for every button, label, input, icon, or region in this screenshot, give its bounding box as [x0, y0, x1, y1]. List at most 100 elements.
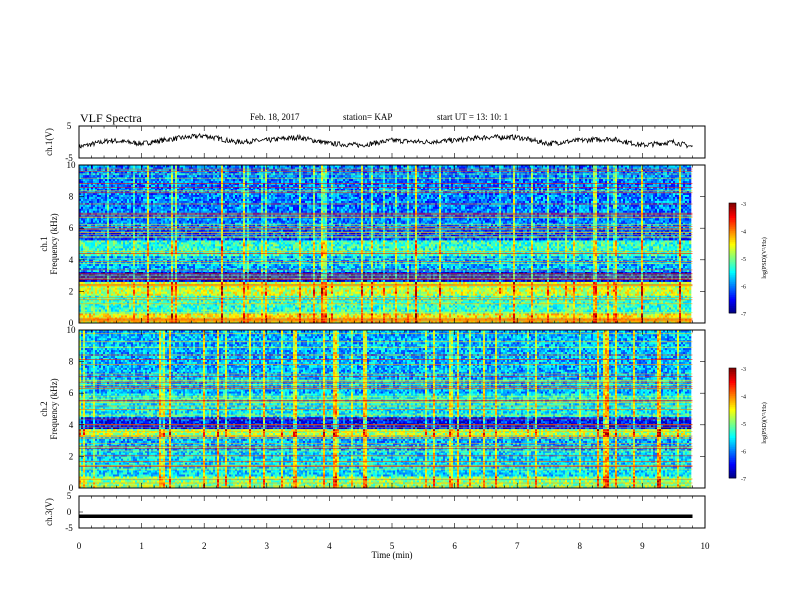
spectrogram-cell: [129, 252, 131, 254]
spectrogram-cell: [81, 238, 83, 240]
spectrogram-cell: [95, 201, 97, 203]
spectrogram-cell: [147, 201, 149, 203]
spectrogram-cell: [161, 313, 163, 315]
spectrogram-cell: [91, 264, 93, 266]
spectrogram-cell: [105, 179, 107, 181]
spectrogram-cell: [157, 183, 159, 185]
spectrogram-cell: [149, 218, 151, 220]
spectrogram-cell: [87, 289, 89, 291]
spectrogram-cell: [145, 252, 147, 254]
spectrogram-cell: [173, 175, 175, 177]
spectrogram-cell: [85, 301, 87, 303]
spectrogram-cell: [157, 220, 159, 222]
spectrogram-cell: [149, 240, 151, 242]
spectrogram-cell: [129, 197, 131, 199]
spectrogram-cell: [143, 301, 145, 303]
spectrogram-cell: [103, 264, 105, 266]
spectrogram-cell: [99, 313, 101, 315]
spectrogram-cell: [159, 256, 161, 258]
spectrogram-cell: [149, 301, 151, 303]
spectrogram-cell: [141, 254, 143, 256]
spectrogram-cell: [179, 210, 181, 212]
spectrogram-cell: [127, 179, 129, 181]
spectrogram-cell: [147, 240, 149, 242]
spectrogram-cell: [135, 220, 137, 222]
spectrogram-cell: [83, 256, 85, 258]
spectrogram-cell: [111, 307, 113, 309]
spectrogram-cell: [113, 175, 115, 177]
spectrogram-cell: [95, 205, 97, 207]
spectrogram-cell: [99, 254, 101, 256]
spectrogram-cell: [133, 201, 135, 203]
spectrogram-cell: [85, 179, 87, 181]
spectrogram-cell: [179, 199, 181, 201]
spectrogram-cell: [93, 181, 95, 183]
spectrogram-cell: [179, 179, 181, 181]
spectrogram-cell: [153, 313, 155, 315]
spectrogram-cell: [149, 313, 151, 315]
spectrogram-cell: [117, 183, 119, 185]
spectrogram-cell: [161, 240, 163, 242]
spectrogram-cell: [93, 183, 95, 185]
spectrogram-cell: [141, 252, 143, 254]
spectrogram-cell: [171, 197, 173, 199]
spectrogram-cell: [179, 313, 181, 315]
spectrogram-cell: [91, 301, 93, 303]
spectrogram-cell: [107, 207, 109, 209]
spectrogram-cell: [85, 207, 87, 209]
spectrogram-cell: [165, 256, 167, 258]
spectrogram-cell: [129, 220, 131, 222]
spectrogram-cell: [161, 185, 163, 187]
spectrogram-cell: [111, 175, 113, 177]
spectrogram-cell: [127, 252, 129, 254]
spectrogram-cell: [111, 197, 113, 199]
spectrogram-cell: [169, 175, 171, 177]
spectrogram-cell: [101, 238, 103, 240]
spectrogram-cell: [141, 210, 143, 212]
spectrogram-cell: [173, 183, 175, 185]
spectrogram-cell: [161, 175, 163, 177]
spectrogram-cell: [109, 181, 111, 183]
spectrogram-cell: [125, 210, 127, 212]
spectrogram-cell: [131, 197, 133, 199]
spectrogram-cell: [133, 309, 135, 311]
spectrogram-cell: [133, 254, 135, 256]
spectrogram-cell: [169, 254, 171, 256]
spectrogram-cell: [125, 205, 127, 207]
spectrogram-cell: [173, 309, 175, 311]
spectrogram-cell: [111, 179, 113, 181]
spectrogram-cell: [111, 301, 113, 303]
spectrogram-cell: [103, 210, 105, 212]
spectrogram-cell: [133, 207, 135, 209]
spectrogram-cell: [89, 240, 91, 242]
spectrogram-cell: [167, 205, 169, 207]
spectrogram-cell: [177, 246, 179, 248]
spectrogram-cell: [173, 179, 175, 181]
spectrogram-cell: [133, 199, 135, 201]
spectrogram-cell: [123, 185, 125, 187]
spectrogram-cell: [161, 252, 163, 254]
spectrogram-cell: [97, 210, 99, 212]
spectrogram-cell: [117, 246, 119, 248]
spectrogram-cell: [149, 256, 151, 258]
spectrogram-cell: [143, 238, 145, 240]
spectrogram-cell: [175, 309, 177, 311]
spectrogram-cell: [139, 307, 141, 309]
spectrogram-cell: [155, 175, 157, 177]
spectrogram-cell: [107, 199, 109, 201]
spectrogram-cell: [153, 207, 155, 209]
spectrogram-cell: [161, 220, 163, 222]
spectrogram-cell: [115, 252, 117, 254]
spectrogram-cell: [181, 181, 183, 183]
spectrogram-cell: [113, 244, 115, 246]
spectrogram-cell: [141, 293, 143, 295]
spectrogram-cell: [151, 301, 153, 303]
spectrogram-cell: [85, 246, 87, 248]
spectrogram-cell: [99, 252, 101, 254]
spectrogram-cell: [83, 315, 85, 317]
spectrogram-cell: [177, 185, 179, 187]
spectrogram-cell: [177, 179, 179, 181]
spectrogram-cell: [177, 252, 179, 254]
spectrogram-cell: [85, 293, 87, 295]
spectrogram-cell: [123, 201, 125, 203]
